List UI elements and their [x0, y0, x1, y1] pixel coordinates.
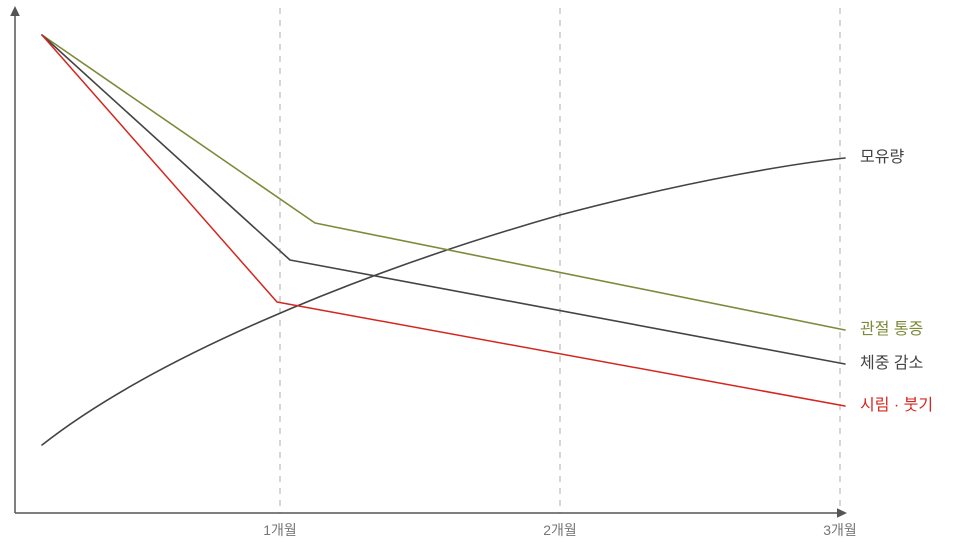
x-tick-label: 1개월: [263, 522, 297, 538]
chart-container: 1개월 2개월 3개월 모유량관절 통증체중 감소시림 · 붓기: [0, 0, 960, 559]
x-tick-label: 2개월: [543, 522, 577, 538]
chart-svg: 1개월 2개월 3개월: [0, 0, 960, 559]
x-tick-label: 3개월: [823, 522, 857, 538]
legend-label-cold: 시림 · 붓기: [860, 398, 933, 414]
legend-label-joint: 관절 통증: [860, 322, 923, 338]
legend-label-weight: 체중 감소: [860, 356, 923, 372]
legend-label-milk: 모유량: [860, 150, 904, 166]
